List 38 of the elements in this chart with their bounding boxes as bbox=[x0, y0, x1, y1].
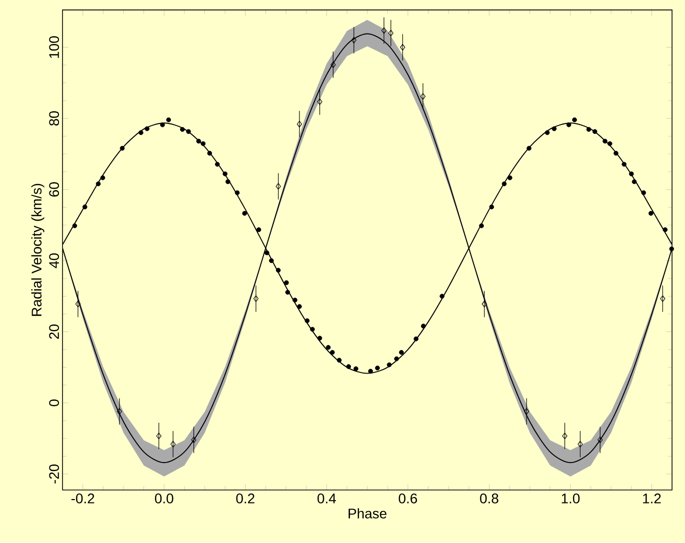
point bbox=[388, 30, 394, 36]
y-axis-title: Radial Velocity (km/s) bbox=[31, 184, 44, 316]
x-tick-label: 0.0 bbox=[154, 494, 174, 504]
y-tick-label: -20 bbox=[49, 464, 60, 484]
point bbox=[562, 432, 568, 440]
point bbox=[420, 93, 426, 100]
point bbox=[156, 432, 162, 440]
point bbox=[116, 408, 122, 415]
point bbox=[75, 300, 81, 308]
x-tick-label: 1.2 bbox=[643, 494, 661, 504]
point bbox=[170, 440, 176, 448]
point bbox=[660, 296, 666, 302]
x-tick-label: -0.2 bbox=[71, 494, 94, 504]
y-tick-label: 0 bbox=[49, 400, 60, 406]
y-tick-label: 80 bbox=[49, 111, 60, 126]
point bbox=[351, 36, 356, 44]
point bbox=[191, 436, 196, 444]
x-tick-label: 1.0 bbox=[562, 494, 580, 504]
point bbox=[578, 440, 583, 448]
y-tick-label: 40 bbox=[49, 254, 60, 268]
x-tick-label: 0.6 bbox=[398, 494, 417, 504]
x-tick-label: 0.8 bbox=[480, 494, 498, 504]
point bbox=[296, 120, 302, 128]
point bbox=[253, 296, 258, 302]
point bbox=[482, 300, 487, 308]
y-tick-label: 20 bbox=[49, 324, 60, 339]
point bbox=[400, 44, 406, 51]
x-tick-label: 0.4 bbox=[318, 494, 336, 504]
y-tick-label: 100 bbox=[49, 36, 60, 58]
point bbox=[524, 408, 530, 415]
point bbox=[276, 183, 281, 190]
point bbox=[330, 62, 336, 68]
point bbox=[381, 27, 386, 34]
y-tick-label: 60 bbox=[49, 182, 60, 197]
point bbox=[598, 436, 603, 444]
x-axis-title: Phase bbox=[348, 508, 386, 519]
point bbox=[317, 98, 322, 106]
x-tick-label: 0.2 bbox=[236, 494, 254, 504]
